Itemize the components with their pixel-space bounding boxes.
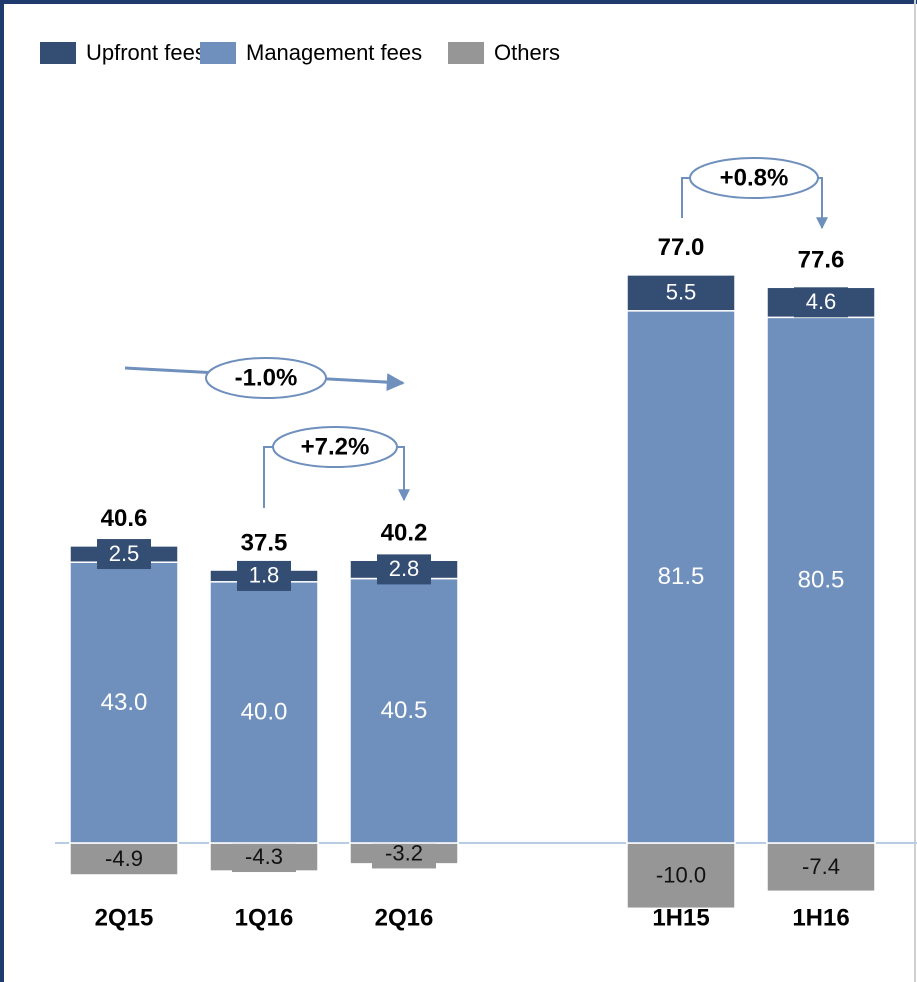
annotation: +0.8% [720, 164, 789, 191]
x-tick-label: 1H16 [792, 904, 849, 931]
label-box [237, 560, 291, 591]
value-label: 1.8 [249, 563, 280, 588]
value-label: 80.5 [798, 567, 845, 594]
value-label: -7.4 [802, 854, 840, 879]
total-label: 40.6 [101, 505, 148, 532]
label-box [92, 843, 156, 874]
label-box [789, 852, 853, 883]
annotation-ellipse [272, 426, 398, 468]
value-label: 40.5 [381, 697, 428, 724]
bar-segment [69, 561, 179, 844]
value-label: -3.2 [385, 840, 423, 865]
bar-segment [626, 310, 736, 844]
legend-label: Upfront fees [86, 40, 206, 65]
legend-swatch [200, 42, 236, 64]
label-box [232, 842, 296, 873]
value-label: 43.0 [101, 689, 148, 716]
value-label: -10.0 [656, 862, 706, 887]
total-label: 40.2 [381, 520, 428, 547]
value-label: 4.6 [806, 289, 837, 314]
legend-label: Management fees [246, 40, 422, 65]
label-box [654, 277, 708, 308]
label-box [377, 554, 431, 585]
bar-segment [766, 316, 876, 844]
label-box [649, 860, 713, 891]
value-label: -4.3 [245, 844, 283, 869]
bar-segment [349, 577, 459, 844]
total-label: 37.5 [241, 529, 288, 556]
annotation-ellipse [205, 357, 327, 399]
value-label: 40.0 [241, 699, 288, 726]
value-label: 5.5 [666, 280, 697, 305]
value-label: -4.9 [105, 846, 143, 871]
annotation-ellipse [689, 157, 819, 199]
label-box [794, 287, 848, 318]
x-tick-label: 1Q16 [235, 904, 294, 931]
annotation: -1.0% [235, 364, 298, 391]
x-tick-label: 2Q15 [95, 904, 154, 931]
bar-segment [209, 581, 319, 844]
total-label: 77.0 [658, 234, 705, 261]
legend-swatch [448, 42, 484, 64]
annotation: +7.2% [301, 433, 370, 460]
value-label: 2.5 [109, 541, 140, 566]
total-label: 77.6 [798, 247, 845, 274]
value-label: 81.5 [658, 563, 705, 590]
legend-swatch [40, 42, 76, 64]
legend-label: Others [494, 40, 560, 65]
value-label: 2.8 [389, 556, 420, 581]
x-tick-label: 2Q16 [375, 904, 434, 931]
label-box [97, 539, 151, 570]
x-tick-label: 1H15 [652, 904, 709, 931]
